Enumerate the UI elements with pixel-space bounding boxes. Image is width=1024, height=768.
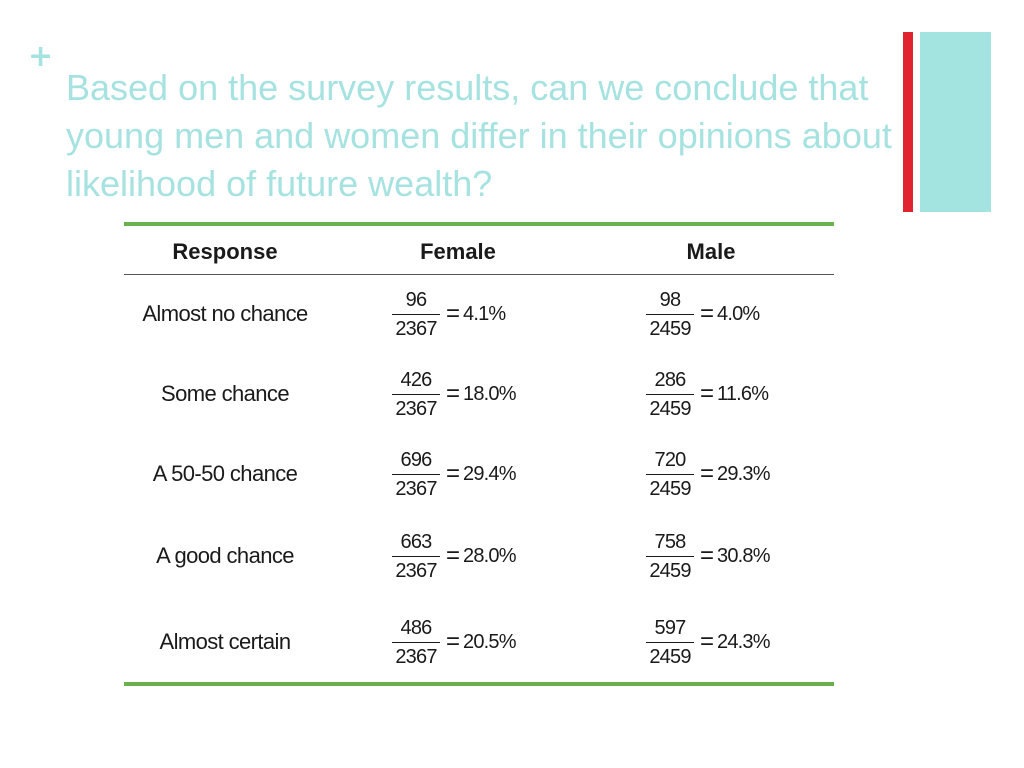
survey-table: Response Female Male Almost no chance 96… xyxy=(124,222,834,686)
percentage: 4.1% xyxy=(463,302,506,325)
numerator: 96 xyxy=(405,288,427,311)
fraction-bar xyxy=(392,473,440,475)
denominator: 2459 xyxy=(649,559,691,582)
female-cell: 96 2367 = 4.1% xyxy=(390,284,506,344)
female-cell: 486 2367 = 20.5% xyxy=(390,612,517,672)
response-label: Almost certain xyxy=(159,629,292,654)
fraction: 286 2459 xyxy=(644,368,696,421)
fraction: 758 2459 xyxy=(644,530,696,583)
denominator: 2459 xyxy=(649,645,691,668)
percentage: 29.3% xyxy=(717,462,771,485)
fraction-bar xyxy=(392,641,440,643)
percentage: 30.8% xyxy=(717,544,771,567)
fraction-bar xyxy=(646,473,694,475)
table-row: Some chance 426 2367 = 18.0% 286 2459 = … xyxy=(124,364,834,424)
response-label: Some chance xyxy=(161,381,290,406)
denominator: 2367 xyxy=(395,397,437,420)
male-cell: 597 2459 = 24.3% xyxy=(644,612,771,672)
numerator: 98 xyxy=(659,288,681,311)
denominator: 2367 xyxy=(395,559,437,582)
fraction: 720 2459 xyxy=(644,448,696,501)
table-row: Almost certain 486 2367 = 20.5% 597 2459… xyxy=(124,612,834,672)
column-header-response: Response xyxy=(172,239,278,264)
fraction: 663 2367 xyxy=(390,530,442,583)
denominator: 2459 xyxy=(649,317,691,340)
denominator: 2367 xyxy=(395,645,437,668)
percentage: 20.5% xyxy=(463,630,517,653)
female-cell: 663 2367 = 28.0% xyxy=(390,526,517,586)
fraction: 426 2367 xyxy=(390,368,442,421)
fraction-bar xyxy=(392,313,440,315)
equals-sign: = xyxy=(446,380,461,407)
denominator: 2459 xyxy=(649,397,691,420)
numerator: 663 xyxy=(400,530,433,553)
male-cell: 720 2459 = 29.3% xyxy=(644,444,771,504)
numerator: 486 xyxy=(400,616,433,639)
numerator: 720 xyxy=(654,448,687,471)
header-rule xyxy=(124,274,834,275)
table-bottom-rule xyxy=(124,682,834,686)
denominator: 2367 xyxy=(395,317,437,340)
denominator: 2459 xyxy=(649,477,691,500)
response-label: Almost no chance xyxy=(142,301,308,326)
equals-sign: = xyxy=(446,628,461,655)
equals-sign: = xyxy=(700,300,715,327)
numerator: 758 xyxy=(654,530,687,553)
equals-sign: = xyxy=(446,460,461,487)
equals-sign: = xyxy=(700,460,715,487)
equals-sign: = xyxy=(700,542,715,569)
table-top-rule xyxy=(124,222,834,226)
fraction-bar xyxy=(646,313,694,315)
percentage: 18.0% xyxy=(463,382,517,405)
plus-icon: + xyxy=(28,39,54,74)
percentage: 4.0% xyxy=(717,302,760,325)
male-cell: 758 2459 = 30.8% xyxy=(644,526,771,586)
fraction-bar xyxy=(646,641,694,643)
female-cell: 696 2367 = 29.4% xyxy=(390,444,517,504)
male-cell: 286 2459 = 11.6% xyxy=(644,364,769,424)
fraction: 98 2459 xyxy=(644,288,696,341)
female-cell: 426 2367 = 18.0% xyxy=(390,364,517,424)
percentage: 24.3% xyxy=(717,630,771,653)
response-label: A good chance xyxy=(156,543,294,568)
fraction: 597 2459 xyxy=(644,616,696,669)
denominator: 2367 xyxy=(395,477,437,500)
percentage: 29.4% xyxy=(463,462,517,485)
accent-teal-block xyxy=(920,32,991,212)
response-label: A 50-50 chance xyxy=(152,461,298,486)
fraction-bar xyxy=(646,555,694,557)
numerator: 426 xyxy=(400,368,433,391)
fraction: 486 2367 xyxy=(390,616,442,669)
column-header-female: Female xyxy=(420,239,496,264)
numerator: 696 xyxy=(400,448,433,471)
equals-sign: = xyxy=(446,300,461,327)
equals-sign: = xyxy=(446,542,461,569)
fraction: 696 2367 xyxy=(390,448,442,501)
fraction-bar xyxy=(646,393,694,395)
table-row: A good chance 663 2367 = 28.0% 758 2459 … xyxy=(124,526,834,586)
fraction-bar xyxy=(392,393,440,395)
table-row: A 50-50 chance 696 2367 = 29.4% 720 2459… xyxy=(124,444,834,504)
equals-sign: = xyxy=(700,628,715,655)
table-row: Almost no chance 96 2367 = 4.1% 98 2459 … xyxy=(124,284,834,344)
slide-title: Based on the survey results, can we conc… xyxy=(66,67,892,204)
numerator: 286 xyxy=(654,368,687,391)
percentage: 28.0% xyxy=(463,544,517,567)
equals-sign: = xyxy=(700,380,715,407)
percentage: 11.6% xyxy=(717,382,769,405)
fraction: 96 2367 xyxy=(390,288,442,341)
numerator: 597 xyxy=(654,616,687,639)
accent-red-bar xyxy=(903,32,913,212)
fraction-bar xyxy=(392,555,440,557)
column-header-male: Male xyxy=(686,239,736,264)
male-cell: 98 2459 = 4.0% xyxy=(644,284,760,344)
